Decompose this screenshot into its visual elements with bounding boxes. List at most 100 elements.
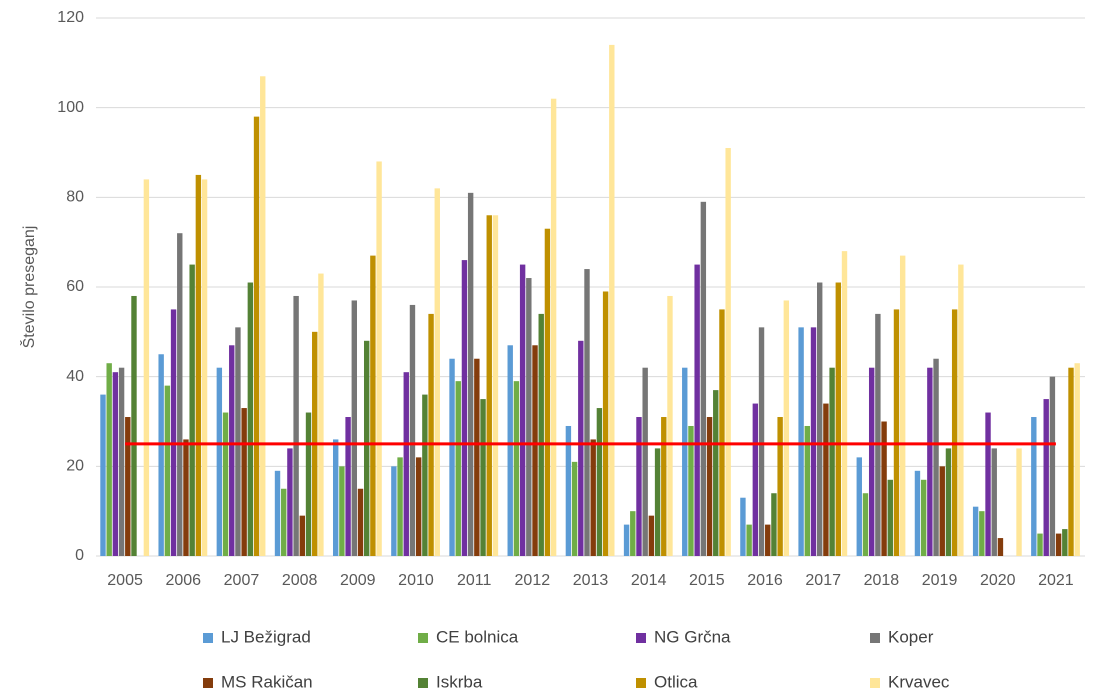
bar	[829, 367, 835, 556]
bar	[339, 466, 345, 556]
bar	[783, 300, 790, 556]
bar	[725, 148, 731, 556]
bar	[235, 327, 241, 556]
bar	[274, 470, 281, 556]
bar	[428, 313, 434, 556]
bar	[667, 295, 673, 556]
bar	[823, 403, 829, 556]
x-tick-label: 2015	[689, 572, 725, 589]
bar	[752, 403, 759, 556]
bar	[143, 179, 150, 556]
x-tick-label: 2005	[107, 572, 143, 589]
x-tick-label: 2019	[922, 572, 958, 589]
bar	[1031, 417, 1037, 556]
bar	[991, 448, 997, 556]
bar	[914, 470, 921, 556]
bar	[590, 439, 596, 556]
bar	[985, 412, 991, 556]
x-tick-label: 2008	[282, 572, 318, 589]
bar	[875, 313, 881, 556]
bar	[979, 511, 985, 556]
legend-swatch	[203, 633, 213, 643]
bar	[177, 233, 183, 556]
bar	[804, 425, 811, 556]
bar	[758, 327, 765, 556]
bar	[293, 295, 299, 556]
bar	[391, 466, 397, 556]
bar	[415, 457, 422, 556]
bar	[229, 345, 235, 556]
bar	[694, 264, 700, 556]
bar	[112, 372, 119, 556]
bar	[118, 367, 125, 556]
legend-label: MS Rakičan	[221, 672, 313, 691]
legend-swatch	[870, 678, 880, 688]
bar	[636, 417, 642, 556]
bar	[287, 448, 293, 556]
bar	[596, 408, 603, 556]
bar	[467, 192, 474, 556]
bar	[519, 264, 526, 556]
bar	[131, 295, 137, 556]
bar	[706, 417, 713, 556]
bar	[893, 309, 900, 556]
bar	[688, 425, 694, 556]
bar	[397, 457, 403, 556]
bar	[164, 385, 171, 556]
legend-swatch	[418, 678, 428, 688]
x-tick-label: 2009	[340, 572, 376, 589]
bar	[183, 439, 189, 556]
bar	[1068, 367, 1074, 556]
bar	[474, 358, 480, 556]
bar	[538, 313, 544, 556]
bar	[409, 304, 416, 556]
bar	[609, 44, 615, 557]
bar	[253, 116, 260, 556]
bar	[719, 309, 725, 556]
bar	[332, 439, 339, 556]
x-tick-label: 2011	[457, 572, 492, 589]
bar	[740, 497, 746, 556]
bar	[602, 291, 609, 556]
bar	[958, 264, 964, 556]
legend-label: NG Grčna	[654, 627, 731, 646]
legend-label: Iskrba	[436, 672, 483, 691]
bar	[584, 269, 590, 556]
y-tick-label: 100	[57, 99, 84, 116]
bar	[899, 255, 906, 556]
bar	[222, 412, 229, 556]
legend-label: Krvavec	[888, 672, 950, 691]
bar	[403, 372, 409, 556]
bar	[318, 273, 324, 556]
bar	[513, 381, 520, 556]
bar	[972, 506, 979, 556]
bar	[700, 201, 707, 557]
bar	[868, 367, 875, 556]
bar	[422, 394, 428, 556]
legend-label: Koper	[888, 627, 934, 646]
bar	[461, 260, 468, 556]
bar	[927, 367, 933, 556]
bar	[351, 300, 357, 556]
bar	[526, 278, 532, 556]
bar	[661, 417, 667, 556]
y-tick-label: 80	[66, 189, 84, 206]
bar	[771, 493, 777, 556]
bar	[1055, 533, 1062, 556]
bar	[945, 448, 952, 556]
bar	[241, 408, 247, 556]
legend-swatch	[636, 678, 646, 688]
bar	[376, 161, 382, 556]
x-tick-label: 2007	[224, 572, 260, 589]
bar	[299, 515, 306, 556]
y-tick-label: 40	[66, 368, 84, 385]
x-tick-label: 2017	[805, 572, 841, 589]
legend-label: CE bolnica	[436, 627, 519, 646]
bar	[449, 358, 455, 556]
x-tick-label: 2006	[165, 572, 201, 589]
bar	[565, 425, 572, 556]
x-tick-label: 2018	[864, 572, 900, 589]
y-tick-label: 20	[66, 458, 84, 475]
bar	[1043, 399, 1049, 556]
bar	[363, 340, 370, 556]
